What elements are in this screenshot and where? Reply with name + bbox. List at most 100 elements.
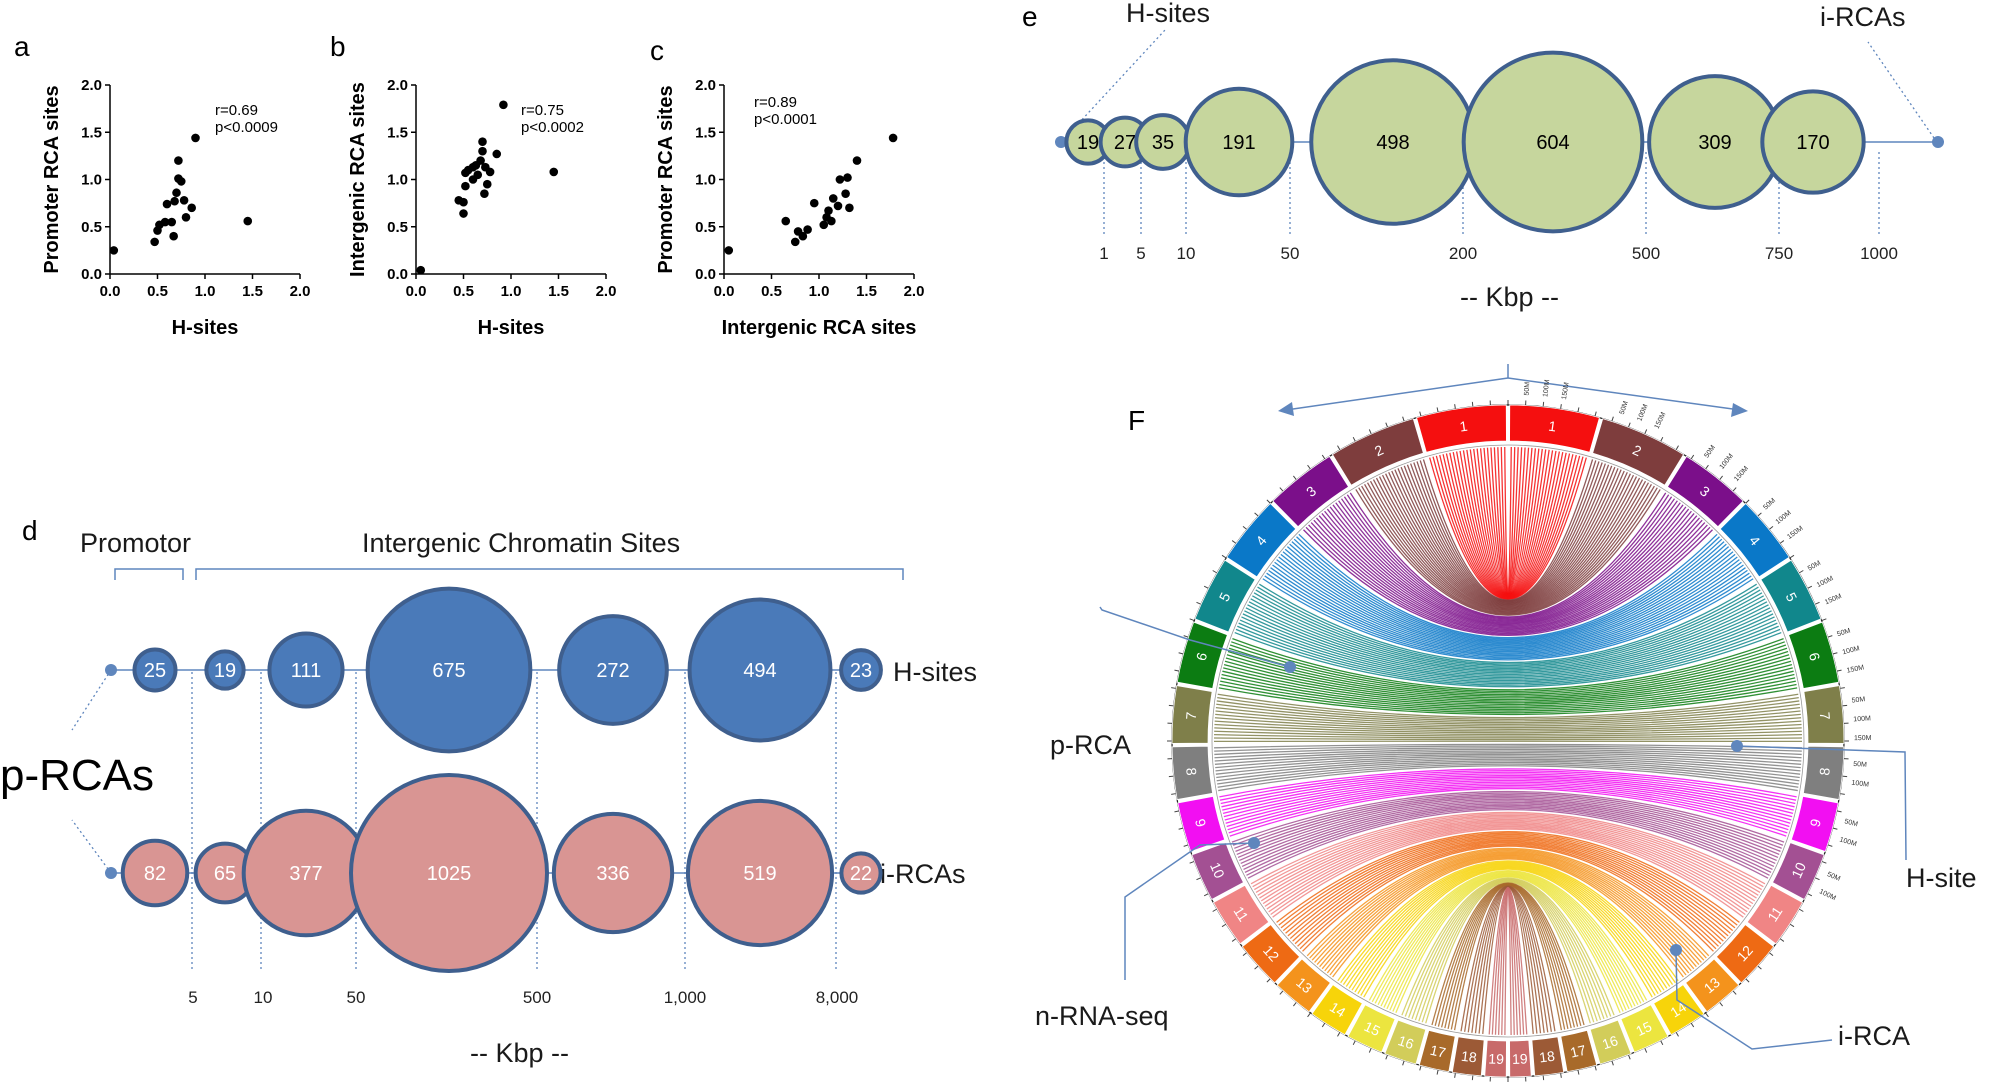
chromosome-link	[1227, 784, 1789, 831]
scale-mark-label: 100M	[1851, 780, 1869, 789]
chromosome-link	[1280, 833, 1736, 929]
d-series-label-i-rcas: i-RCAs	[880, 859, 966, 889]
ring-tick	[1352, 436, 1356, 442]
chromosome-link	[1276, 559, 1740, 651]
chromosome-link	[1343, 496, 1673, 620]
ring-tick	[1419, 1065, 1422, 1071]
data-point	[841, 189, 850, 198]
kbp-tick-label: 8,000	[816, 988, 859, 1007]
chromosome-segment	[1685, 958, 1740, 1013]
chromosome-link	[1408, 878, 1608, 1018]
chromosome-link	[1214, 717, 1802, 731]
bubble	[687, 597, 833, 743]
bubble	[365, 586, 533, 754]
chromosome-segment	[1176, 621, 1228, 689]
chromosome-link	[1287, 837, 1729, 937]
chromosome-link	[1272, 828, 1744, 918]
data-point	[162, 199, 172, 209]
bubble-value-label: 309	[1698, 132, 1731, 154]
chromosome-link	[1227, 650, 1789, 697]
ring-tick	[1471, 1075, 1474, 1081]
stat-annotation: p<0.0001	[754, 111, 817, 128]
data-point	[833, 201, 843, 211]
chromosome-link	[1310, 522, 1706, 633]
ring-tick	[1242, 952, 1248, 956]
chromosome-segment	[1171, 745, 1214, 800]
chromosome-link	[1266, 824, 1750, 910]
ring-tick	[1321, 454, 1326, 460]
scale-mark-label: 100M	[1636, 403, 1649, 422]
chromosome-link	[1439, 454, 1577, 599]
ring-tick	[1307, 1012, 1311, 1018]
chromosome-link	[1260, 820, 1756, 902]
chromosome-link	[1282, 835, 1734, 932]
data-point	[179, 195, 189, 205]
chromosome-link	[1313, 519, 1703, 632]
ring-tick	[1454, 404, 1456, 410]
chromosome-link	[1222, 776, 1794, 815]
scale-mark-label: 100M	[1839, 836, 1858, 848]
chromosome-label: 10	[1788, 860, 1809, 881]
kbp-tick-label: 5	[188, 988, 197, 1007]
chromosome-link	[1214, 750, 1802, 762]
e-kbp-tick-label: 1	[1099, 244, 1108, 263]
scale-mark-label: 150M	[1561, 382, 1571, 401]
chromosome-segment	[1560, 1029, 1598, 1073]
chromosome-link	[1255, 589, 1761, 667]
bubble-value-label: 19	[1077, 132, 1099, 154]
x-tick-label: 1.5	[242, 283, 263, 300]
bubble-value-label: 170	[1796, 132, 1829, 154]
chromosome-link	[1266, 572, 1750, 658]
chromosome-link	[1229, 644, 1787, 694]
ring-tick	[1436, 407, 1439, 413]
y-tick-label: 0.5	[387, 219, 408, 236]
ring-tick	[1231, 540, 1237, 544]
chromosome-label: 7	[1817, 711, 1834, 720]
bubble-value-label: 19	[214, 660, 236, 682]
chromosome-label: 18	[1460, 1048, 1478, 1066]
chromosome-link	[1442, 454, 1574, 598]
chromosome-link	[1268, 825, 1748, 913]
ring-tick	[1690, 454, 1695, 460]
callout-line	[1099, 606, 1291, 668]
chromosome-segment	[1241, 924, 1301, 984]
chromosome-segment	[1276, 958, 1331, 1013]
scale-mark-label: 50M	[1851, 696, 1865, 704]
bubble-value-label: 675	[432, 660, 465, 682]
chromosome-segment	[1531, 1036, 1565, 1077]
x-tick-label: 0.5	[453, 283, 474, 300]
chromosome-link	[1252, 813, 1764, 888]
chromosome-link	[1264, 575, 1752, 660]
ring-tick	[1705, 464, 1709, 470]
ring-tick	[1779, 938, 1785, 942]
scale-mark-label: 150M	[1824, 593, 1843, 606]
scale-mark-label: 150M	[1733, 465, 1750, 483]
ring-tick	[1168, 775, 1174, 778]
ring-tick	[1757, 512, 1762, 517]
chromosome-link	[1319, 853, 1697, 968]
data-point	[843, 173, 852, 182]
chromosome-label: 8	[1183, 767, 1200, 777]
chromosome-segment	[1484, 1039, 1507, 1078]
ring-tick	[1368, 429, 1372, 435]
promotor-bracket	[114, 568, 184, 580]
chromosome-link	[1321, 513, 1695, 628]
chromosome-link	[1214, 747, 1802, 756]
chromosome-label: 19	[1512, 1050, 1528, 1067]
chromosome-link	[1216, 760, 1800, 782]
chromosome-segment	[1760, 559, 1822, 633]
bubble	[1461, 50, 1645, 234]
chromosome-link	[1345, 863, 1671, 987]
chromosome-link	[1340, 861, 1676, 984]
data-point	[478, 146, 487, 156]
chromosome-link	[1237, 798, 1779, 859]
chromosome-link	[1217, 763, 1799, 788]
ring-tick	[1189, 618, 1195, 622]
callout-line	[1736, 745, 1907, 861]
p-rcas-label: p-RCAs	[0, 751, 154, 800]
chromosome-link	[1335, 502, 1681, 623]
chromosome-link	[1366, 482, 1650, 613]
data-point	[803, 225, 812, 234]
chromosome-link	[1220, 680, 1796, 712]
